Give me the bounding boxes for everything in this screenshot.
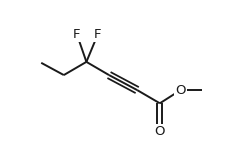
Text: O: O [154,125,165,138]
Text: F: F [94,28,102,41]
Text: O: O [175,84,186,97]
Text: F: F [73,28,81,41]
